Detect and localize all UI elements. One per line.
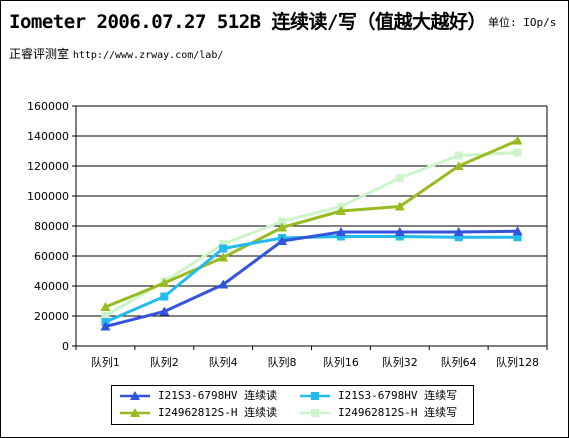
legend-swatch-0 xyxy=(120,391,150,400)
legend-swatch-3 xyxy=(300,409,330,417)
data-point xyxy=(453,161,464,170)
data-point xyxy=(277,222,288,232)
x-tick-label: 队列16 xyxy=(323,355,359,369)
data-point xyxy=(160,292,169,301)
y-tick-label: 140000 xyxy=(27,130,69,143)
data-point xyxy=(512,226,523,236)
data-point xyxy=(512,135,523,145)
y-tick-label: 100000 xyxy=(27,190,69,203)
data-point xyxy=(394,227,405,236)
x-tick-label: 队列4 xyxy=(209,355,238,369)
x-tick-label: 队列8 xyxy=(268,355,297,369)
legend-item-0: I21S3-6798HV 连续读 xyxy=(118,388,288,404)
legend-swatch-1 xyxy=(300,392,330,400)
data-point xyxy=(219,240,228,248)
data-point xyxy=(100,302,111,311)
data-point xyxy=(453,227,464,236)
series-line xyxy=(105,229,518,328)
data-point xyxy=(219,244,228,253)
legend-label-2: I24962812S-H 连续读 xyxy=(158,406,278,419)
data-point xyxy=(159,306,170,316)
data-point xyxy=(278,217,287,226)
data-point xyxy=(335,206,346,215)
legend-label-0: I21S3-6798HV 连续读 xyxy=(158,389,278,402)
series-line xyxy=(104,151,518,318)
legend-swatch-2 xyxy=(120,408,150,417)
source-line: 正睿评测室 http://www.zrway.com/lab/ xyxy=(9,45,223,62)
data-point xyxy=(277,236,288,245)
data-point xyxy=(454,151,463,160)
data-point xyxy=(218,279,229,289)
source-url: http://www.zrway.com/lab/ xyxy=(72,50,224,61)
data-point xyxy=(513,148,522,157)
series-lines xyxy=(100,135,523,331)
legend-item-3: I24962812S-H 连续写 xyxy=(298,405,468,421)
x-tick-label: 队列64 xyxy=(441,355,477,369)
legend-label-3: I24962812S-H 连续写 xyxy=(338,406,458,419)
data-point xyxy=(336,232,345,241)
y-tick-label: 160000 xyxy=(27,100,69,113)
series-line xyxy=(104,139,519,309)
x-tick-label: 队列2 xyxy=(150,355,179,369)
data-point xyxy=(159,278,170,287)
data-point xyxy=(395,174,404,182)
legend-label-1: I21S3-6798HV 连续写 xyxy=(338,389,458,402)
data-point xyxy=(394,201,405,211)
x-tick-label: 队列1 xyxy=(91,355,120,369)
legend-item-1: I21S3-6798HV 连续写 xyxy=(298,388,468,404)
grid-lines xyxy=(76,105,547,317)
data-point xyxy=(395,232,404,241)
unit-label: 单位: IOp/s xyxy=(488,16,557,29)
y-tick-label: 120000 xyxy=(27,160,69,173)
y-tick-label: 60000 xyxy=(34,250,69,263)
data-point xyxy=(100,321,111,331)
chart-title: Iometer 2006.07.27 512B 连续读/写（值越大越好） xyxy=(9,11,486,33)
data-point xyxy=(454,233,463,242)
x-tick-label: 队列32 xyxy=(382,355,418,369)
data-point xyxy=(335,227,346,236)
axes xyxy=(72,105,548,350)
y-tick-label: 20000 xyxy=(34,310,69,323)
data-point xyxy=(218,252,229,262)
tick-labels: 0 20000 40000 60000 80000 100000 120000 140000 1… xyxy=(27,100,539,369)
x-tick-label: 队列128 xyxy=(496,355,539,369)
y-tick-label: 0 xyxy=(62,340,69,353)
legend: I21S3-6798HV 连续读 I21S3-6798HV 连续写 I24962… xyxy=(111,385,474,425)
y-tick-label: 40000 xyxy=(34,280,69,293)
legend-item-2: I24962812S-H 连续读 xyxy=(118,405,288,421)
data-point xyxy=(101,312,110,320)
data-point xyxy=(513,233,522,242)
y-tick-label: 80000 xyxy=(34,220,69,233)
source-label: 正睿评测室 xyxy=(9,47,70,61)
